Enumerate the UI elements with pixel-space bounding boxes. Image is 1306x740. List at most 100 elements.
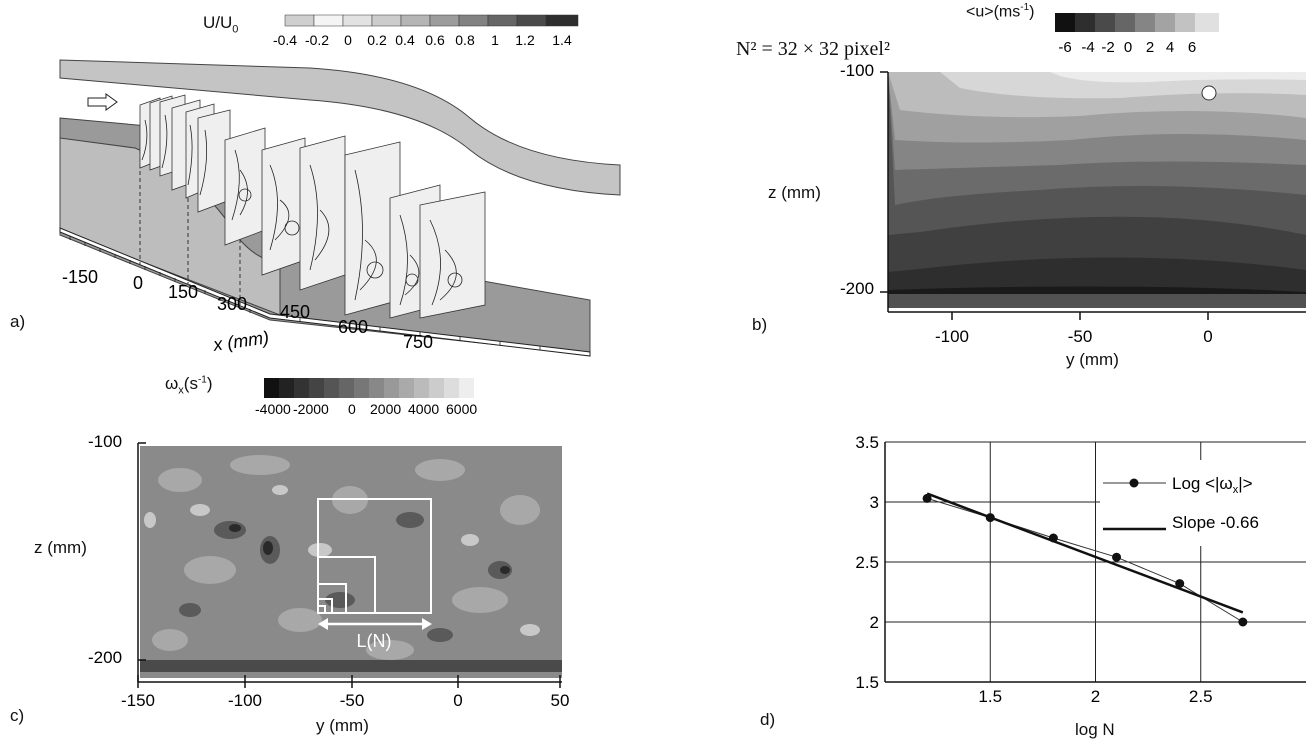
colorbar-tick: -0.4 — [273, 32, 297, 48]
colorbar-tick: 0.6 — [425, 32, 445, 48]
colorbar-tick: 1.4 — [552, 32, 572, 48]
panel-b-colorbar-ticks: -6 -4 -2 0 2 4 6 — [1058, 39, 1196, 56]
colorbar-tick: -0.2 — [305, 32, 329, 48]
ruler — [59, 227, 591, 357]
panel-c-ticks: -100 -200 -150 -100 -50 0 50 — [88, 432, 569, 710]
colorbar-tick: 4000 — [408, 401, 439, 417]
colorbar-tick: 6 — [1188, 39, 1196, 56]
data-point — [1112, 552, 1122, 562]
streamlines — [141, 114, 463, 306]
panel-c-colorbar-title: ωx(s-1) — [165, 374, 213, 397]
data-point — [1048, 533, 1058, 543]
panel-c-field — [140, 446, 562, 678]
x-tick: 2.5 — [1189, 687, 1213, 706]
colorbar-tick: 0 — [348, 401, 356, 417]
colorbar-tick: -2000 — [293, 401, 329, 417]
fit-line — [926, 492, 1244, 614]
legend-slope-label: Slope -0.66 — [1172, 513, 1259, 532]
panel-d-axes — [884, 442, 1306, 683]
y-tick: 2.5 — [855, 553, 879, 572]
x-tick: -150 — [62, 267, 98, 287]
panel-a-colorbar-title: U/U0 — [203, 13, 239, 36]
panel-a-x-axis-label: x (mm) — [211, 327, 270, 355]
panel-b-formula: N² = 32 × 32 pixel² — [736, 38, 890, 60]
panel-b-contour — [888, 72, 1306, 308]
y-tick: 3 — [870, 493, 879, 512]
x-tick: 450 — [280, 302, 310, 322]
section-lines — [139, 150, 241, 305]
y-tick: 2 — [870, 613, 879, 632]
y-tick: 1.5 — [855, 673, 879, 692]
y-tick: -200 — [840, 279, 874, 298]
colorbar-tick: 1 — [491, 32, 499, 48]
panel-c-ylabel: z (mm) — [34, 538, 87, 557]
panel-d-legend: Log <|ωx|> Slope -0.66 — [1100, 460, 1306, 546]
colorbar-tick: 6000 — [446, 401, 477, 417]
x-tick: 2 — [1091, 687, 1100, 706]
colorbar-tick: -4 — [1081, 39, 1094, 56]
panel-c-figure: -4000 -2000 0 2000 4000 6000 — [88, 378, 569, 710]
panel-a-figure: -0.4 -0.2 0 0.2 0.4 0.6 0.8 1 1.2 1.4 — [59, 14, 621, 357]
colorbar-tick: 0.2 — [367, 32, 387, 48]
colorbar-tick: 0.8 — [455, 32, 475, 48]
panel-b-label: b) — [752, 315, 768, 334]
panel-d-x-ticks: 1.5 2 2.5 — [978, 687, 1212, 706]
y-tick: -100 — [840, 61, 874, 80]
x-tick: 50 — [551, 691, 570, 710]
panel-d-series — [922, 492, 1248, 627]
colorbar-tick: 2 — [1146, 39, 1154, 56]
colorbar-tick: 2000 — [370, 401, 401, 417]
ruler-ticks — [69, 236, 541, 350]
data-point — [1238, 617, 1248, 627]
x-tick: -100 — [228, 691, 262, 710]
length-arrow — [318, 618, 432, 630]
x-tick: -50 — [340, 691, 365, 710]
x-tick: 1.5 — [978, 687, 1002, 706]
panel-c-axes — [137, 442, 562, 688]
nested-boxes — [317, 498, 432, 614]
data-point — [922, 493, 932, 503]
y-tick: 3.5 — [855, 433, 879, 452]
colorbar-tick: 0.4 — [395, 32, 415, 48]
y-tick: -100 — [88, 432, 122, 451]
colorbar-tick: -4000 — [255, 401, 291, 417]
x-tick: 150 — [168, 282, 198, 302]
panel-d-chart: 3.5 3 2.5 2 1.5 1.5 2 2.5 Log <|ωx|> Slo… — [855, 433, 1306, 706]
colorbar-tick: 0 — [344, 32, 352, 48]
panel-c-colorbar-ticks: -4000 -2000 0 2000 4000 6000 — [255, 401, 477, 417]
upper-wall — [59, 59, 621, 196]
panel-b-colorbar — [1055, 13, 1219, 32]
x-tick: -50 — [1068, 327, 1093, 346]
flow-arrow-icon — [87, 93, 118, 111]
panel-b-xlabel: y (mm) — [1066, 350, 1119, 369]
panel-a-label: a) — [10, 312, 26, 331]
x-tick: 0 — [1203, 327, 1212, 346]
panel-a-colorbar — [284, 14, 579, 27]
panel-c-label: c) — [10, 706, 25, 725]
panel-d-label: d) — [760, 710, 776, 729]
colorbar-tick: -6 — [1058, 39, 1071, 56]
panel-c-colorbar — [264, 378, 474, 398]
x-tick: -100 — [935, 327, 969, 346]
panel-b-axes — [880, 71, 1306, 320]
piv-planes — [139, 94, 486, 319]
x-tick: 0 — [453, 691, 462, 710]
panel-d-xlabel: log N — [1075, 720, 1115, 739]
x-tick: 600 — [338, 317, 368, 337]
x-tick: -150 — [121, 691, 155, 710]
panel-b-ticks: -100 -200 -100 -50 0 — [840, 61, 1213, 346]
panel-c-xlabel: y (mm) — [316, 716, 369, 735]
colorbar-tick: 4 — [1166, 39, 1174, 56]
x-tick: 300 — [217, 294, 247, 314]
x-tick: 0 — [133, 273, 143, 293]
colorbar-tick: -2 — [1101, 39, 1114, 56]
panel-b-figure: -6 -4 -2 0 2 4 6 — [840, 13, 1306, 346]
colorbar-tick: 0 — [1124, 39, 1132, 56]
panel-a-x-ticks: -150 0 150 300 450 600 750 — [62, 267, 433, 352]
length-label: L(N) — [357, 631, 392, 651]
panel-d-y-ticks: 3.5 3 2.5 2 1.5 — [855, 433, 879, 692]
y-tick: -200 — [88, 648, 122, 667]
data-point — [985, 513, 995, 523]
data-point — [1175, 579, 1185, 589]
legend-points-label: Log <|ωx|> — [1172, 474, 1253, 496]
